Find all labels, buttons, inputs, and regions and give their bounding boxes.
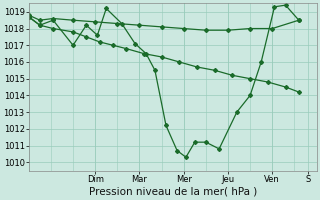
X-axis label: Pression niveau de la mer( hPa ): Pression niveau de la mer( hPa ) [89, 187, 257, 197]
